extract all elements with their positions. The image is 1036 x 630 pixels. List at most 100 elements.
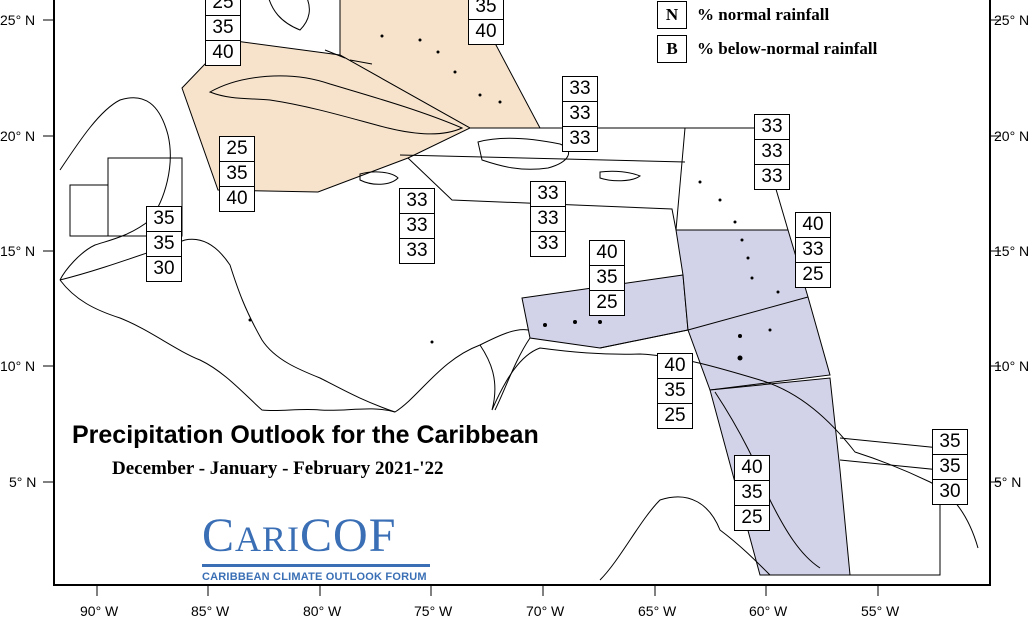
stack-value: 33 (755, 140, 789, 165)
stack-value: 40 (212, 42, 234, 63)
coast-florida (268, 0, 310, 31)
stack-windward-islands: 40 33 25 (795, 212, 831, 288)
coast-jamaica (359, 171, 399, 185)
stack-value: 33 (531, 207, 565, 232)
stack-value: 33 (761, 166, 783, 187)
stack-trinidad-tobago: 40 35 25 (657, 353, 693, 429)
stack-value: 33 (400, 189, 434, 214)
coast-south-interior (599, 496, 771, 581)
logo-divider (202, 564, 430, 567)
coast-south-america (479, 344, 979, 549)
lat-label-5n-left: 5° N (9, 474, 37, 490)
stack-value: 30 (153, 258, 175, 279)
lat-label-20n-right: 20° N (994, 128, 1030, 144)
coast-florida-keys (324, 49, 373, 65)
stack-cuba: 25 35 40 (219, 136, 255, 212)
legend-text-normal: % normal rainfall (697, 5, 830, 24)
lat-label-20n-left: 20° N (0, 128, 36, 144)
stack-value: 25 (741, 507, 763, 528)
region-guyana-shading (709, 377, 851, 576)
lat-label-25n-right: 25° N (994, 12, 1030, 28)
legend-key-normal: N (657, 1, 687, 29)
stack-suriname-french-guiana: 35 35 30 (932, 429, 968, 505)
stack-value: 40 (226, 188, 248, 209)
caricof-logo: CARICOF CARIBBEAN CLIMATE OUTLOOK FORUM (202, 512, 430, 583)
coast-cuba (208, 75, 464, 135)
stack-value: 35 (469, 0, 503, 20)
coast-central-america (59, 238, 529, 413)
map-title: Precipitation Outlook for the Caribbean (72, 421, 539, 449)
stack-value: 33 (796, 238, 830, 263)
coast-yucatan-mexico (59, 97, 171, 281)
lat-label-15n-right: 15° N (994, 243, 1030, 259)
stack-value: 33 (563, 102, 597, 127)
stack-value: 35 (147, 207, 181, 232)
lon-label-60w: 60° W (749, 603, 788, 619)
lon-label-75w: 75° W (414, 603, 453, 619)
stack-value: 40 (475, 21, 497, 42)
lat-label-15n-left: 15° N (0, 243, 36, 259)
lon-label-65w: 65° W (638, 603, 677, 619)
stack-value: 33 (406, 240, 428, 261)
lon-label-80w: 80° W (303, 603, 342, 619)
stack-turks-caicos: 33 33 33 (562, 76, 598, 152)
lat-label-25n-left: 25° N (0, 12, 36, 28)
stack-value: 35 (220, 162, 254, 187)
logo-subtitle: CARIBBEAN CLIMATE OUTLOOK FORUM (202, 571, 427, 583)
stack-value: 35 (933, 455, 967, 480)
stack-value: 35 (206, 16, 240, 41)
map-frame (53, 0, 991, 586)
stack-value: 35 (147, 232, 181, 257)
stack-value: 33 (400, 214, 434, 239)
stack-hispaniola: 33 33 33 (530, 181, 566, 257)
coast-colombia-interior (494, 337, 531, 411)
legend-key-below: B (657, 35, 687, 63)
logo-wordmark: CARICOF (202, 509, 397, 562)
region-boundaries (69, 127, 941, 576)
stack-value: 33 (569, 128, 591, 149)
lon-label-55w: 55° W (861, 603, 900, 619)
stack-value: 35 (933, 430, 967, 455)
stack-value: 40 (796, 213, 830, 238)
coast-puerto-rico (599, 170, 642, 182)
stack-value: 25 (802, 264, 824, 285)
map-subtitle: December - January - February 2021-'22 (112, 458, 444, 479)
stack-belize: 35 35 30 (146, 206, 182, 282)
lat-label-5n-right: 5° N (994, 474, 1022, 490)
stack-value: 35 (658, 379, 692, 404)
stack-value: 33 (537, 233, 559, 254)
stack-value: 40 (590, 241, 624, 266)
lon-label-85w: 85° W (191, 603, 230, 619)
coast-pacific (59, 279, 396, 413)
stack-value: 33 (531, 182, 565, 207)
legend-normal: N % normal rainfall (657, 0, 829, 30)
lat-label-10n-left: 10° N (0, 358, 36, 374)
stack-value: 35 (735, 481, 769, 506)
stack-jamaica: 33 33 33 (399, 188, 435, 264)
lat-label-10n-right: 10° N (994, 358, 1030, 374)
island-dots (248, 34, 780, 361)
stack-value: 25 (206, 0, 240, 16)
lon-label-70w: 70° W (526, 603, 565, 619)
stack-value: 30 (939, 481, 961, 502)
stack-northern-bahamas: 35 40 (468, 0, 504, 45)
legend-below: B % below-normal rainfall (657, 34, 877, 64)
stack-value: 33 (755, 115, 789, 140)
stack-value: 35 (590, 266, 624, 291)
stack-guyana: 40 35 25 (734, 455, 770, 531)
stack-value: 40 (735, 456, 769, 481)
stack-leeward-islands: 33 33 33 (754, 114, 790, 190)
stack-value: 25 (596, 292, 618, 313)
region-lesser-antilles-shading (675, 229, 831, 391)
stack-value: 25 (664, 405, 686, 426)
coastlines (59, 0, 979, 581)
stack-bahamas: 25 35 40 (205, 0, 241, 66)
stack-value: 40 (658, 354, 692, 379)
lon-label-90w: 90° W (80, 603, 119, 619)
frame-ticks (43, 19, 1001, 596)
coast-hispaniola (477, 137, 570, 170)
legend-text-below: % below-normal rainfall (697, 39, 878, 58)
stack-value: 25 (220, 137, 254, 162)
stack-abc-islands: 40 35 25 (589, 240, 625, 316)
stack-value: 33 (563, 77, 597, 102)
